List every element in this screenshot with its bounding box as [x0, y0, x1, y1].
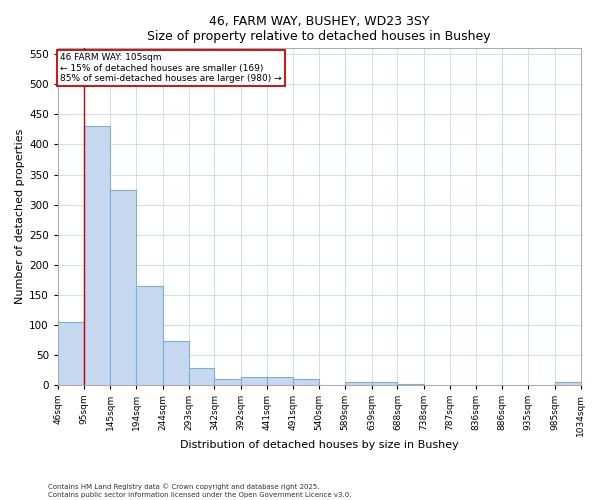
- Bar: [267, 377, 293, 385]
- Bar: [110, 190, 136, 385]
- Text: 46 FARM WAY: 105sqm
← 15% of detached houses are smaller (169)
85% of semi-detac: 46 FARM WAY: 105sqm ← 15% of detached ho…: [60, 53, 281, 83]
- Bar: [241, 377, 267, 385]
- Y-axis label: Number of detached properties: Number of detached properties: [15, 129, 25, 304]
- Bar: [136, 286, 163, 385]
- Bar: [397, 384, 424, 385]
- Title: 46, FARM WAY, BUSHEY, WD23 3SY
Size of property relative to detached houses in B: 46, FARM WAY, BUSHEY, WD23 3SY Size of p…: [148, 15, 491, 43]
- Bar: [84, 126, 110, 385]
- Bar: [58, 322, 84, 385]
- Bar: [214, 379, 241, 385]
- Bar: [345, 382, 371, 385]
- Bar: [188, 368, 214, 385]
- Text: Contains HM Land Registry data © Crown copyright and database right 2025.
Contai: Contains HM Land Registry data © Crown c…: [48, 484, 352, 498]
- X-axis label: Distribution of detached houses by size in Bushey: Distribution of detached houses by size …: [180, 440, 458, 450]
- Bar: [163, 341, 188, 385]
- Bar: [371, 382, 397, 385]
- Bar: [554, 382, 581, 385]
- Bar: [293, 380, 319, 385]
